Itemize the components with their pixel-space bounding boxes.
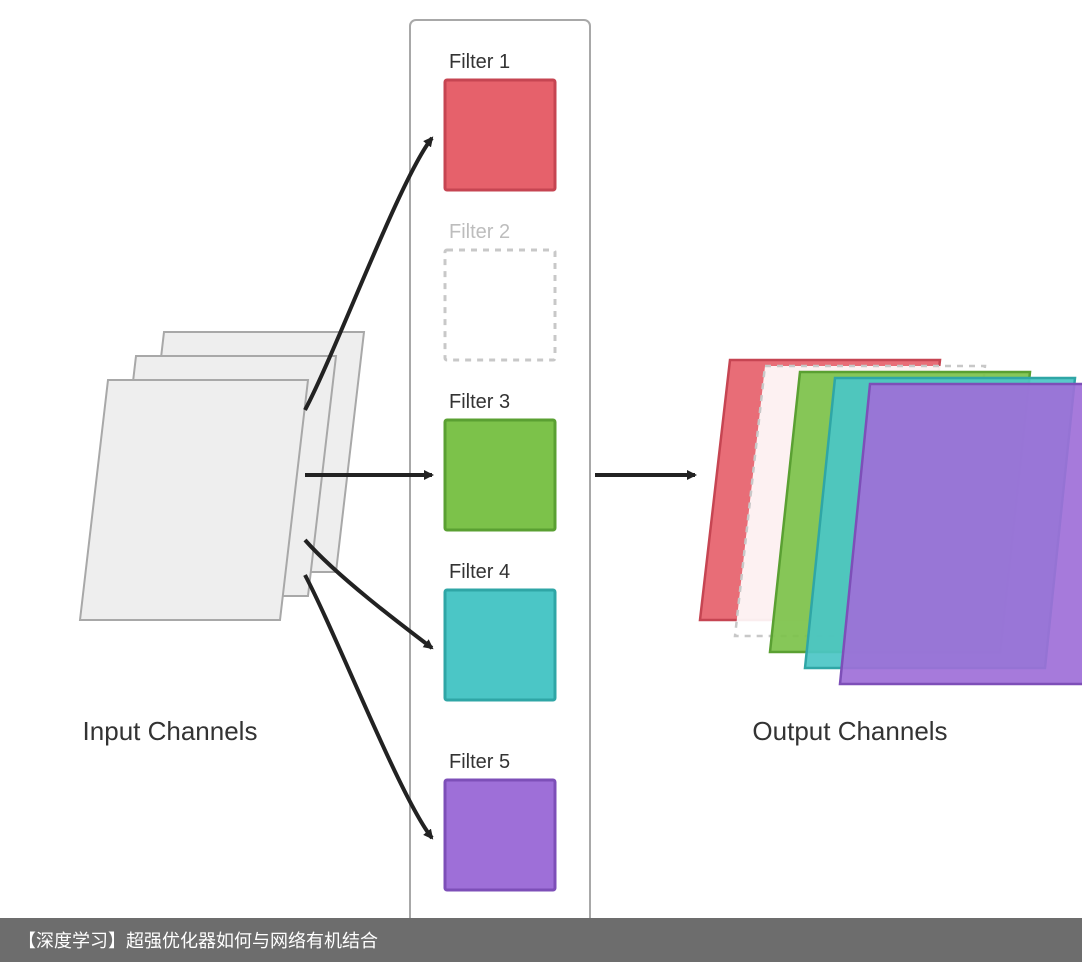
output-channel-plane-5 (840, 384, 1082, 684)
caption-bar: 【深度学习】超强优化器如何与网络有机结合 (0, 918, 1082, 962)
filter-box-1 (445, 80, 555, 190)
filter-box-3 (445, 420, 555, 530)
filter-box-4 (445, 590, 555, 700)
filter-label-2: Filter 2 (449, 221, 510, 243)
input-channels-label: Input Channels (83, 716, 258, 746)
caption-text: 【深度学习】超强优化器如何与网络有机结合 (18, 927, 378, 953)
filter-box-5 (445, 780, 555, 890)
filter-label-5: Filter 5 (449, 751, 510, 773)
filter-label-1: Filter 1 (449, 51, 510, 73)
diagram-canvas: Input Channels Filter 1 Filter 2 Filter 3 Fi… (0, 0, 1082, 918)
output-channels-label: Output Channels (752, 716, 947, 746)
filter-label-3: Filter 3 (449, 391, 510, 413)
filter-label-4: Filter 4 (449, 561, 510, 583)
input-channel-plane (80, 380, 308, 620)
